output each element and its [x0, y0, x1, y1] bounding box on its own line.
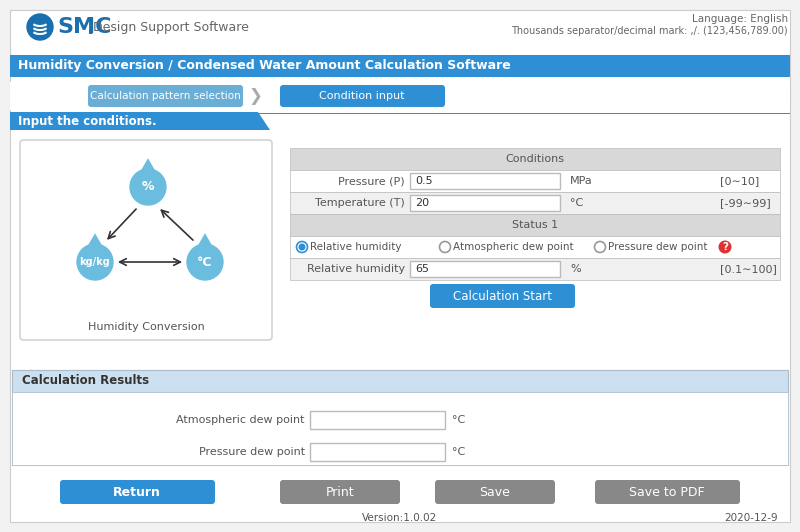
Bar — [290, 236, 780, 258]
Text: Humidity Conversion / Condensed Water Amount Calculation Software: Humidity Conversion / Condensed Water Am… — [18, 60, 510, 72]
Text: Calculation Start: Calculation Start — [453, 289, 552, 303]
Circle shape — [718, 240, 731, 254]
Text: Save: Save — [479, 486, 510, 498]
Text: ?: ? — [722, 242, 728, 252]
Text: Version:1.0.02: Version:1.0.02 — [362, 513, 438, 523]
Text: SMC: SMC — [57, 17, 111, 37]
Bar — [10, 55, 790, 77]
Text: Calculation Results: Calculation Results — [22, 375, 149, 387]
Polygon shape — [134, 158, 162, 181]
FancyBboxPatch shape — [88, 85, 243, 107]
Text: .: . — [87, 20, 94, 38]
Text: MPa: MPa — [570, 176, 593, 186]
Text: %: % — [570, 264, 581, 274]
Bar — [290, 148, 780, 170]
Text: 20: 20 — [415, 198, 429, 208]
Circle shape — [77, 244, 113, 280]
Text: Pressure dew point: Pressure dew point — [199, 447, 305, 457]
Text: Conditions: Conditions — [506, 154, 565, 164]
Text: [-99∼99]: [-99∼99] — [720, 198, 770, 208]
Bar — [258, 112, 790, 114]
Text: Atmospheric dew point: Atmospheric dew point — [177, 415, 305, 425]
Text: Return: Return — [113, 486, 161, 498]
Text: Relative humidity: Relative humidity — [310, 242, 402, 252]
Text: °C: °C — [570, 198, 583, 208]
FancyBboxPatch shape — [280, 480, 400, 504]
Bar — [12, 392, 788, 465]
Bar — [310, 411, 445, 429]
Bar — [410, 173, 560, 189]
Circle shape — [130, 169, 166, 205]
Polygon shape — [191, 233, 218, 256]
Circle shape — [298, 244, 306, 251]
Bar — [10, 112, 258, 130]
Text: Calculation pattern selection: Calculation pattern selection — [90, 91, 240, 101]
Text: 0.5: 0.5 — [415, 176, 433, 186]
FancyBboxPatch shape — [20, 140, 272, 340]
Text: Temperature (T): Temperature (T) — [315, 198, 405, 208]
Bar — [410, 195, 560, 211]
Text: Atmospheric dew point: Atmospheric dew point — [453, 242, 574, 252]
Text: %: % — [142, 180, 154, 194]
Bar — [290, 170, 780, 192]
Text: Language: English: Language: English — [692, 14, 788, 24]
Text: °C: °C — [198, 255, 213, 269]
Bar — [410, 261, 560, 277]
Text: 2020-12-9: 2020-12-9 — [724, 513, 778, 523]
Text: Design Support Software: Design Support Software — [93, 21, 249, 34]
Text: °C: °C — [452, 415, 466, 425]
Text: Pressure dew point: Pressure dew point — [608, 242, 707, 252]
Text: ❯: ❯ — [248, 87, 262, 105]
Polygon shape — [258, 112, 270, 130]
Text: [0.1∼100]: [0.1∼100] — [720, 264, 777, 274]
Text: 65: 65 — [415, 264, 429, 274]
Text: kg/kg: kg/kg — [80, 257, 110, 267]
Text: Relative humidity: Relative humidity — [307, 264, 405, 274]
Text: Status 1: Status 1 — [512, 220, 558, 230]
Text: Save to PDF: Save to PDF — [629, 486, 705, 498]
FancyBboxPatch shape — [280, 85, 445, 107]
Bar — [290, 258, 780, 280]
Text: Pressure (P): Pressure (P) — [338, 176, 405, 186]
Text: °C: °C — [452, 447, 466, 457]
Text: [0∼10]: [0∼10] — [720, 176, 759, 186]
Bar — [10, 82, 790, 110]
FancyBboxPatch shape — [435, 480, 555, 504]
FancyBboxPatch shape — [60, 480, 215, 504]
Bar — [310, 443, 445, 461]
Bar — [12, 370, 788, 465]
FancyBboxPatch shape — [595, 480, 740, 504]
Text: Thousands separator/decimal mark: ,/. (123,456,789.00): Thousands separator/decimal mark: ,/. (1… — [511, 26, 788, 36]
Bar — [290, 192, 780, 214]
Bar — [290, 214, 780, 236]
Circle shape — [187, 244, 223, 280]
Polygon shape — [82, 233, 109, 256]
FancyBboxPatch shape — [430, 284, 575, 308]
Text: Humidity Conversion: Humidity Conversion — [88, 322, 204, 332]
Text: Print: Print — [326, 486, 354, 498]
Bar — [12, 370, 788, 392]
Circle shape — [27, 14, 53, 40]
Text: Input the conditions.: Input the conditions. — [18, 114, 157, 128]
Text: Condition input: Condition input — [319, 91, 405, 101]
